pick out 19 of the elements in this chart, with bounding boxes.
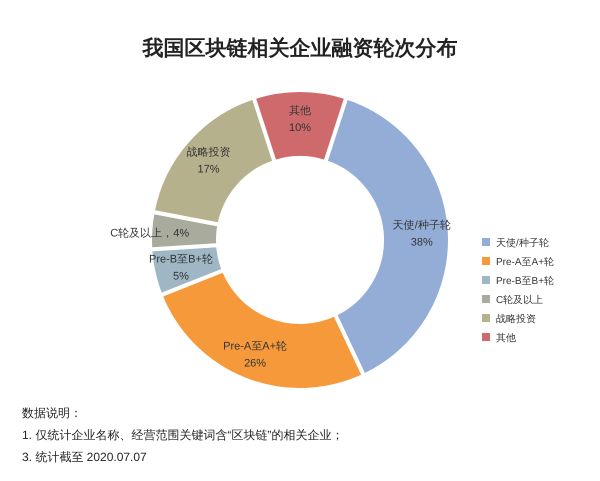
data-label: 17% — [197, 163, 220, 176]
legend-label: 天使/种子轮 — [496, 237, 549, 249]
data-label: 38% — [410, 236, 433, 248]
text: 数据说明： — [22, 406, 82, 420]
slice-label: 战略投资 — [186, 146, 230, 158]
data-label: 26% — [244, 357, 266, 370]
data-label: ，4% — [162, 227, 190, 240]
data-label: 10% — [288, 122, 312, 134]
text: 1. 仅统计企业名称、经营范围关键词含“区块链”的相关企业； — [22, 428, 344, 442]
legend-label: C轮及以上 — [496, 294, 544, 306]
legend-label: Pre-A至A+轮 — [496, 256, 554, 268]
legend-label: 战略投资 — [496, 313, 536, 325]
chart-title: 我国区块链相关企业融资轮次分布 — [142, 36, 458, 60]
text: 3. 统计截至 2020.07.07 — [22, 450, 148, 464]
legend-label: Pre-B至B+轮 — [496, 275, 554, 287]
slice-label: Pre-A至A+轮 — [223, 340, 288, 352]
slice-label: 其他 — [289, 104, 311, 117]
data-label: 5% — [172, 270, 190, 283]
legend-label: 其他 — [496, 332, 516, 344]
